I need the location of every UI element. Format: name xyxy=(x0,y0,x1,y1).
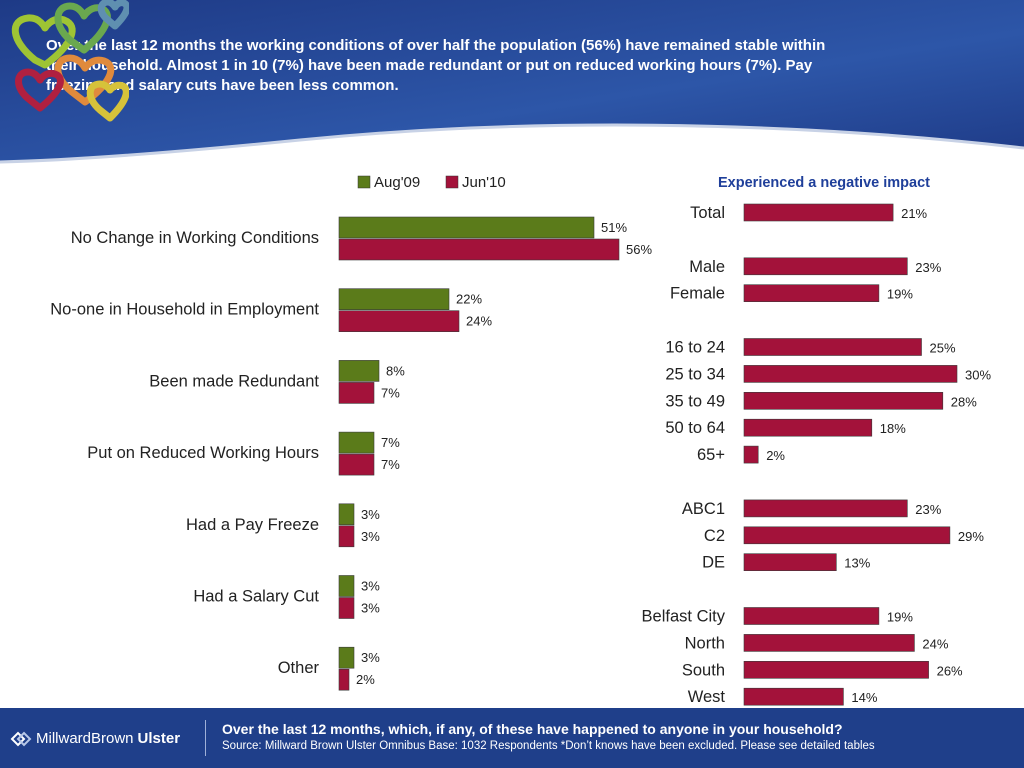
source-note: Source: Millward Brown Ulster Omnibus Ba… xyxy=(222,740,875,752)
data-label-jun10: 2% xyxy=(356,672,375,687)
data-label-negative-impact: 23% xyxy=(915,502,941,517)
bar-negative-impact xyxy=(743,257,908,276)
bar-negative-impact xyxy=(743,607,880,625)
bar-aug09 xyxy=(338,646,355,669)
category-label: Been made Redundant xyxy=(149,372,319,390)
bar-jun10 xyxy=(338,382,375,404)
demographic-label: West xyxy=(688,688,726,706)
data-label-negative-impact: 29% xyxy=(958,529,984,544)
category-label: No-one in Household in Employment xyxy=(50,301,319,319)
bar-jun10 xyxy=(338,453,375,476)
demographic-label: North xyxy=(685,634,725,652)
data-label-negative-impact: 28% xyxy=(951,394,977,409)
data-label-aug09: 22% xyxy=(456,292,482,307)
demographic-label: 65+ xyxy=(697,446,725,464)
demographic-label: Belfast City xyxy=(642,608,726,626)
brand-logo: MillwardBrown Ulster xyxy=(10,730,180,747)
data-label-negative-impact: 2% xyxy=(766,448,785,463)
brand-name-part1: MillwardBrown xyxy=(36,730,134,747)
legend-label-jun10: Jun'10 xyxy=(462,174,506,191)
header-background xyxy=(0,0,1024,164)
brand-diamond-icon xyxy=(10,731,32,746)
bar-negative-impact xyxy=(743,418,873,437)
data-label-jun10: 56% xyxy=(626,242,652,257)
bar-negative-impact xyxy=(743,284,880,302)
data-label-aug09: 3% xyxy=(361,507,380,522)
data-label-negative-impact: 23% xyxy=(915,260,941,275)
hearts-logo xyxy=(11,0,129,122)
data-label-negative-impact: 25% xyxy=(930,341,956,356)
data-label-jun10: 7% xyxy=(381,385,400,400)
bar-aug09 xyxy=(338,360,380,382)
bar-jun10 xyxy=(338,525,355,548)
bar-negative-impact xyxy=(743,634,915,652)
data-label-negative-impact: 14% xyxy=(851,690,877,705)
footer-divider xyxy=(205,720,206,756)
data-label-negative-impact: 19% xyxy=(887,287,913,302)
legend-swatch-jun10 xyxy=(445,175,459,189)
data-label-aug09: 3% xyxy=(361,579,380,594)
bar-negative-impact xyxy=(743,499,908,518)
chart-area: Aug'09 Jun'10 No Change in Working Conditi… xyxy=(0,160,1024,708)
brand-name-part2: Ulster xyxy=(137,730,181,747)
header-banner: Over the last 12 months the working cond… xyxy=(0,0,1024,170)
demographic-label: Female xyxy=(670,285,725,303)
demographic-label: Male xyxy=(689,258,725,276)
bar-aug09 xyxy=(338,216,595,239)
demographic-label: 25 to 34 xyxy=(665,365,725,383)
data-label-negative-impact: 18% xyxy=(880,421,906,436)
data-label-jun10: 3% xyxy=(361,529,380,544)
bar-negative-impact xyxy=(743,445,759,464)
bar-negative-impact xyxy=(743,392,944,410)
category-label: No Change in Working Conditions xyxy=(71,229,319,247)
bar-jun10 xyxy=(338,597,355,619)
data-label-aug09: 51% xyxy=(601,220,627,235)
data-label-negative-impact: 26% xyxy=(937,663,963,678)
data-label-jun10: 7% xyxy=(381,457,400,472)
demographic-label: 16 to 24 xyxy=(665,339,725,357)
bar-negative-impact xyxy=(743,687,844,706)
bar-aug09 xyxy=(338,288,450,310)
survey-question: Over the last 12 months, which, if any, … xyxy=(222,721,843,737)
footer: MillwardBrown Ulster Over the last 12 mon… xyxy=(0,708,1024,768)
headline: Over the last 12 months the working cond… xyxy=(46,37,826,94)
data-label-negative-impact: 24% xyxy=(922,636,948,651)
right-chart-title: Experienced a negative impact xyxy=(718,175,930,191)
data-label-jun10: 24% xyxy=(466,314,492,329)
legend-label-aug09: Aug'09 xyxy=(374,174,420,191)
bar-aug09 xyxy=(338,575,355,597)
demographic-label: 35 to 49 xyxy=(665,392,725,410)
demographic-label: 50 to 64 xyxy=(665,419,725,437)
data-label-negative-impact: 30% xyxy=(965,367,991,382)
category-label: Other xyxy=(278,659,320,677)
demographic-label: C2 xyxy=(704,527,725,545)
bar-aug09 xyxy=(338,431,375,454)
data-label-jun10: 3% xyxy=(361,601,380,616)
demographic-label: DE xyxy=(702,554,725,572)
data-label-aug09: 7% xyxy=(381,435,400,450)
data-label-negative-impact: 19% xyxy=(887,610,913,625)
charts-svg: Aug'09 Jun'10 No Change in Working Conditi… xyxy=(50,174,991,706)
category-label: Put on Reduced Working Hours xyxy=(87,444,319,462)
data-label-aug09: 3% xyxy=(361,650,380,665)
category-label: Had a Pay Freeze xyxy=(186,516,319,534)
bar-aug09 xyxy=(338,503,355,526)
bar-jun10 xyxy=(338,310,460,332)
data-label-aug09: 8% xyxy=(386,363,405,378)
bar-negative-impact xyxy=(743,660,929,679)
bar-negative-impact xyxy=(743,338,922,356)
category-label: Had a Salary Cut xyxy=(193,588,319,606)
bar-negative-impact xyxy=(743,365,958,383)
bar-negative-impact xyxy=(743,203,894,222)
data-label-negative-impact: 21% xyxy=(901,206,927,221)
demographic-label: ABC1 xyxy=(682,500,725,518)
data-label-negative-impact: 13% xyxy=(844,556,870,571)
demographic-label: South xyxy=(682,661,725,679)
bar-negative-impact xyxy=(743,526,951,545)
bar-jun10 xyxy=(338,238,620,261)
bar-negative-impact xyxy=(743,553,837,572)
demographic-label: Total xyxy=(690,204,725,222)
bar-jun10 xyxy=(338,668,350,691)
legend-swatch-aug09 xyxy=(357,175,371,189)
